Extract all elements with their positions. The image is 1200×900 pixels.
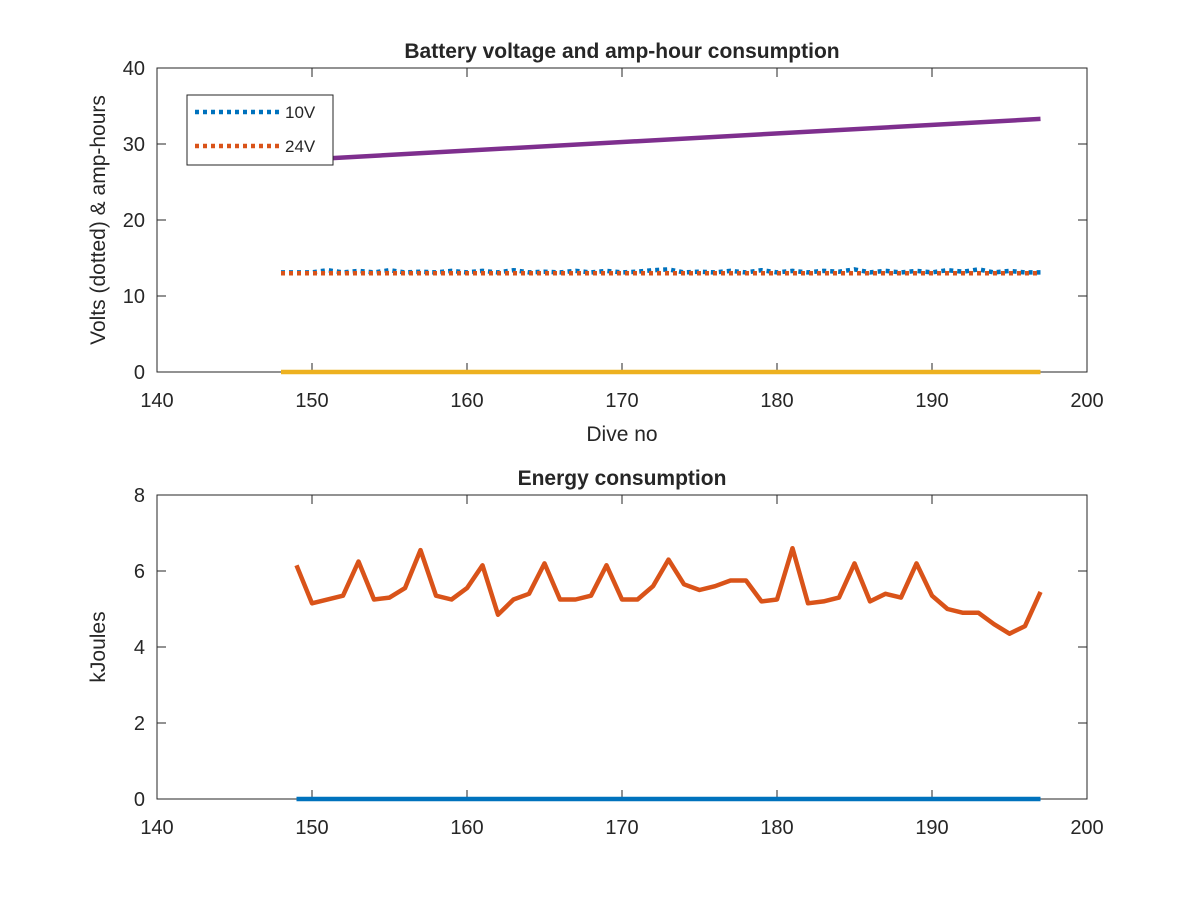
- y-tick-label: 8: [134, 485, 145, 507]
- x-tick-label: 140: [140, 817, 173, 839]
- legend-box: [186, 94, 334, 166]
- x-tick-label: 190: [915, 817, 948, 839]
- chart-title: Energy consumption: [518, 467, 727, 490]
- y-tick-label: 0: [134, 362, 145, 384]
- legend: 10V 24V: [186, 94, 334, 166]
- y-axis-label: kJoules: [87, 611, 110, 682]
- x-tick-label: 200: [1070, 817, 1103, 839]
- chart-title: Battery voltage and amp-hour consumption: [404, 40, 839, 63]
- y-tick-label: 2: [134, 713, 145, 735]
- x-tick-label: 160: [450, 390, 483, 412]
- x-tick-label: 170: [605, 817, 638, 839]
- x-tick-label: 150: [295, 390, 328, 412]
- x-tick-label: 160: [450, 817, 483, 839]
- x-tick-label: 150: [295, 817, 328, 839]
- legend-entry: 10V: [285, 103, 316, 122]
- y-tick-label: 4: [134, 637, 145, 659]
- x-tick-label: 180: [760, 390, 793, 412]
- y-tick-label: 10: [123, 286, 145, 308]
- y-tick-label: 30: [123, 134, 145, 156]
- energy-consumption-chart: 140 150 160 170 180 190 200 0 2 4 6 8 Energy consump…: [87, 467, 1104, 839]
- y-tick-label: 6: [134, 561, 145, 583]
- series-line-3: [311, 116, 1041, 162]
- y-tick-label: 0: [134, 789, 145, 811]
- legend-entry: 24V: [285, 137, 316, 156]
- y-tick-label: 40: [123, 58, 145, 80]
- x-tick-label: 200: [1070, 390, 1103, 412]
- battery-voltage-chart: 140 150 160 170 180 190 200 0 10 20 30 40 Battery vo…: [87, 40, 1104, 446]
- x-tick-label: 140: [140, 390, 173, 412]
- x-tick-label: 170: [605, 390, 638, 412]
- x-axis-label: Dive no: [586, 423, 657, 446]
- x-tick-label: 190: [915, 390, 948, 412]
- plot-area: [156, 494, 1088, 800]
- y-tick-label: 20: [123, 210, 145, 232]
- y-axis-label: Volts (dotted) & amp-hours: [87, 95, 110, 345]
- series-line-1: [294, 545, 1043, 636]
- x-tick-label: 180: [760, 817, 793, 839]
